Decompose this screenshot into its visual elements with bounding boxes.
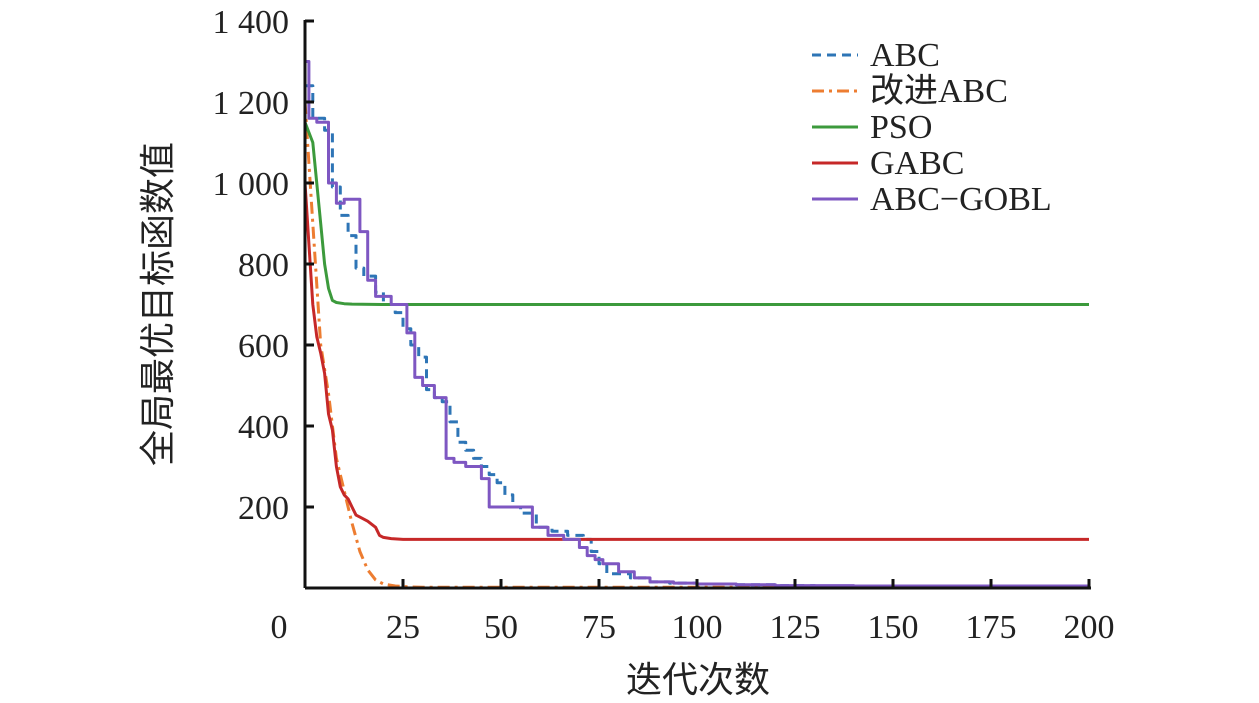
x-axis-title: 迭代次数	[626, 660, 770, 700]
y-tick-label: 200	[238, 490, 289, 527]
y-tick-label: 1 400	[213, 4, 290, 41]
y-axis-title: 全局最优目标函数值	[138, 142, 178, 466]
series-line-GABC	[303, 182, 1089, 541]
x-tick-label: 75	[582, 609, 616, 646]
y-tick-label: 400	[238, 409, 289, 446]
series-layer	[303, 60, 1089, 589]
x-tick-label: 125	[770, 609, 821, 646]
legend-label: GABC	[870, 145, 964, 182]
x-tick-label: 200	[1064, 609, 1115, 646]
legend-label: ABC−GOBL	[870, 181, 1052, 218]
series-line-PSO	[303, 121, 1089, 306]
y-tick-label: 1 000	[213, 166, 290, 203]
x-tick-label: 100	[672, 609, 723, 646]
series-line-ABC−GOBL	[305, 60, 1089, 588]
y-tick-label: 800	[238, 247, 289, 284]
x-tick-label: 150	[868, 609, 919, 646]
y-tick-label: 1 200	[213, 85, 290, 122]
x-tick-label: 0	[271, 609, 288, 646]
y-tick-label: 600	[238, 328, 289, 365]
series-line-改进ABC	[303, 101, 1089, 589]
legend-label: 改进ABC	[870, 72, 1008, 110]
x-tick-label: 50	[484, 609, 518, 646]
series-line-ABC	[305, 84, 1089, 588]
legend-label: PSO	[870, 109, 932, 146]
ticks: 200 400 600 800 1 000 1 200 1 400 0 25 50 75 100 125…	[213, 4, 1115, 646]
legend-label: ABC	[870, 37, 940, 74]
x-tick-label: 25	[386, 609, 420, 646]
x-tick-label: 175	[966, 609, 1017, 646]
